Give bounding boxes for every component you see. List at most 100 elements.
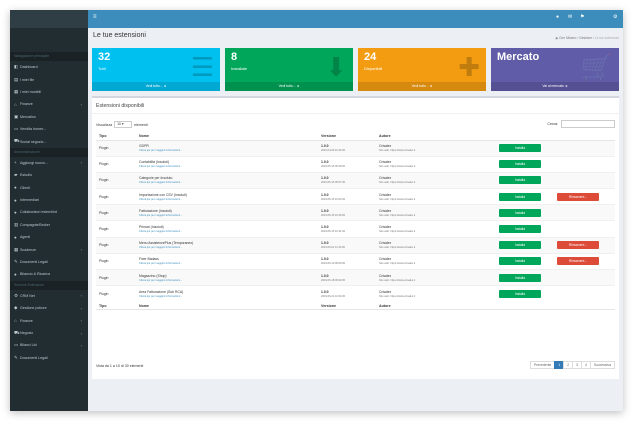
- column-header[interactable]: Tipo: [96, 132, 136, 141]
- breadcrumb-item[interactable]: Crm Mistero: [559, 36, 577, 40]
- sidebar-item[interactable]: ● Agenti: [10, 231, 88, 243]
- sidebar-item[interactable]: ⚙ CRM Net ‹: [10, 290, 88, 302]
- sidebar-item[interactable]: ⛟ Negozio ‹: [10, 327, 88, 339]
- sidebar-item[interactable]: ▤ I miei file: [10, 73, 88, 85]
- author-cell: Crisalex Sito web: https://www.crisalex.i…: [376, 268, 496, 286]
- install-cell: Installa: [496, 155, 554, 173]
- author-site[interactable]: Sito web: https://www.crisalex.it: [379, 230, 416, 234]
- sidebar-item[interactable]: ⌂ Finanze ‹: [10, 314, 88, 326]
- sidebar-item[interactable]: ● Collaboratori esterni/int: [10, 206, 88, 218]
- author-site[interactable]: Sito web: https://www.crisalex.it: [379, 262, 416, 266]
- divider: [92, 113, 619, 114]
- sidebar-item[interactable]: ▥ Compagnie/Broker: [10, 219, 88, 231]
- column-header[interactable]: [496, 132, 554, 141]
- pagination-prev[interactable]: Precedente: [529, 361, 556, 369]
- info-link[interactable]: Clicca qui per maggiori informazioni...: [139, 197, 183, 201]
- logo[interactable]: [10, 10, 88, 28]
- install-button[interactable]: Installa: [499, 160, 541, 169]
- search-input[interactable]: [561, 120, 615, 128]
- install-button[interactable]: Installa: [499, 144, 541, 153]
- install-button[interactable]: Installa: [499, 273, 541, 282]
- install-button[interactable]: Installa: [499, 176, 541, 185]
- column-header[interactable]: Versione: [318, 132, 376, 141]
- sidebar-item[interactable]: ● Clienti: [10, 182, 88, 194]
- tile-footer-link[interactable]: Vedi tutto... ➲: [92, 82, 220, 91]
- version: 1.0.0: [321, 176, 329, 181]
- install-button[interactable]: Installa: [499, 208, 541, 217]
- gear-icon[interactable]: ⚙: [613, 14, 618, 20]
- sidebar-item[interactable]: ✎ Documenti Legali: [10, 352, 88, 364]
- arrow-circle-icon: ➲: [564, 84, 568, 88]
- sidebar-item[interactable]: ▣ Mercatino: [10, 111, 88, 123]
- sidebar-item-label: CRM Net: [20, 293, 35, 298]
- info-link[interactable]: Clicca qui per maggiori informazioni...: [139, 213, 183, 217]
- calendar-icon: ▦: [14, 246, 19, 252]
- author-site[interactable]: Sito web: https://www.crisalex.it: [379, 213, 416, 217]
- column-header[interactable]: [554, 132, 615, 141]
- install-cell: Installa: [496, 139, 554, 157]
- sidebar-item[interactable]: ◧ Dashboard: [10, 61, 88, 73]
- sidebar-item[interactable]: ● Intermediari: [10, 194, 88, 206]
- install-button[interactable]: Installa: [499, 257, 541, 266]
- table-row: Plugin GDPR Clicca qui per maggiori inform…: [96, 139, 615, 157]
- breadcrumb-item[interactable]: Gestione: [579, 36, 593, 40]
- info-link[interactable]: Clicca qui per maggiori informazioni...: [139, 149, 183, 153]
- remove-button[interactable]: Rimuovere...: [557, 241, 599, 250]
- tile-footer-link[interactable]: Vedi tutto... ➲: [358, 82, 486, 91]
- tile-footer-link[interactable]: Vedi tutto... ➲: [225, 82, 353, 91]
- install-button[interactable]: Installa: [499, 241, 541, 250]
- sidebar-item[interactable]: ▦ Scadenze ‹: [10, 243, 88, 255]
- author-site[interactable]: Sito web: https://www.crisalex.it: [379, 278, 416, 282]
- author-site[interactable]: Sito web: https://www.crisalex.it: [379, 295, 416, 299]
- remove-button[interactable]: Rimuovere...: [557, 192, 599, 201]
- sidebar-item[interactable]: ⌂ Finanze ‹: [10, 98, 88, 110]
- bell-icon[interactable]: ●: [556, 14, 560, 20]
- page-length-select[interactable]: 10 ▾: [114, 121, 133, 128]
- version-cell: 1.0.0 2019-06-01 11:33:00: [318, 236, 376, 254]
- remove-button[interactable]: Rimuovere...: [557, 257, 599, 266]
- sidebar-item[interactable]: ● Bilancio & Ricarica: [10, 268, 88, 280]
- info-link[interactable]: Clicca qui per maggiori informazioni...: [139, 262, 183, 266]
- info-link[interactable]: Clicca qui per maggiori informazioni...: [139, 246, 183, 250]
- envelope-icon[interactable]: ✉: [568, 14, 573, 20]
- info-link[interactable]: Clicca qui per maggiori informazioni...: [139, 181, 183, 185]
- building-icon: ▥: [14, 221, 19, 227]
- box-title: Estensioni disponibili: [96, 103, 145, 109]
- tile-value: Mercato: [497, 51, 540, 63]
- author-site[interactable]: Sito web: https://www.crisalex.it: [379, 246, 416, 250]
- sidebar-item[interactable]: ◆ Gestione polizze ‹: [10, 302, 88, 314]
- install-button[interactable]: Installa: [499, 192, 541, 201]
- chevron-left-icon: ‹: [80, 160, 82, 166]
- sidebar-item[interactable]: ▰ Estudio: [10, 169, 88, 181]
- info-link[interactable]: Clicca qui per maggiori informazioni...: [139, 278, 183, 282]
- table-icon: ▦: [14, 88, 19, 94]
- column-header[interactable]: Nome: [136, 132, 318, 141]
- author-site[interactable]: Sito web: https://www.crisalex.it: [379, 149, 416, 153]
- info-link[interactable]: Clicca qui per maggiori informazioni...: [139, 230, 183, 234]
- sidebar-item[interactable]: ⛟ Social negozio...: [10, 135, 88, 147]
- version-cell: 1.0.0 2019-06-18 09:02:00: [318, 268, 376, 286]
- info-link[interactable]: Clicca qui per maggiori informazioni...: [139, 165, 183, 169]
- author-site[interactable]: Sito web: https://www.crisalex.it: [379, 197, 416, 201]
- chevron-left-icon: ‹: [80, 305, 82, 311]
- sidebar-item[interactable]: ▭ Bilanci Ltd ‹: [10, 339, 88, 351]
- column-header[interactable]: Autore: [376, 132, 496, 141]
- tile-footer-link[interactable]: Vai al mercato ➲: [491, 82, 619, 91]
- sidebar-item[interactable]: ▭ Vendita homer...: [10, 123, 88, 135]
- author-site[interactable]: Sito web: https://www.crisalex.it: [379, 165, 416, 169]
- extension-name: Fixer Badass: [139, 257, 159, 262]
- column-footer: Autore: [376, 301, 496, 311]
- info-link[interactable]: Clicca qui per maggiori informazioni...: [139, 295, 183, 299]
- install-button[interactable]: Installa: [499, 225, 541, 234]
- author-site[interactable]: Sito web: https://www.crisalex.it: [379, 181, 416, 185]
- sidebar-item-label: Estudio: [20, 173, 32, 178]
- remove-cell: Rimuovere...: [554, 252, 615, 270]
- pagination-next[interactable]: Successiva: [589, 361, 615, 369]
- sidebar-item[interactable]: ▦ I miei modelli: [10, 86, 88, 98]
- sidebar-item[interactable]: ✎ Documenti Legali: [10, 256, 88, 268]
- type-cell: Plugin: [96, 252, 136, 270]
- install-button[interactable]: Installa: [499, 290, 541, 299]
- hamburger-icon[interactable]: ≡: [93, 14, 97, 20]
- flag-icon[interactable]: ⚑: [580, 14, 585, 20]
- sidebar-item[interactable]: + Aggiungi nuovo... ‹: [10, 157, 88, 169]
